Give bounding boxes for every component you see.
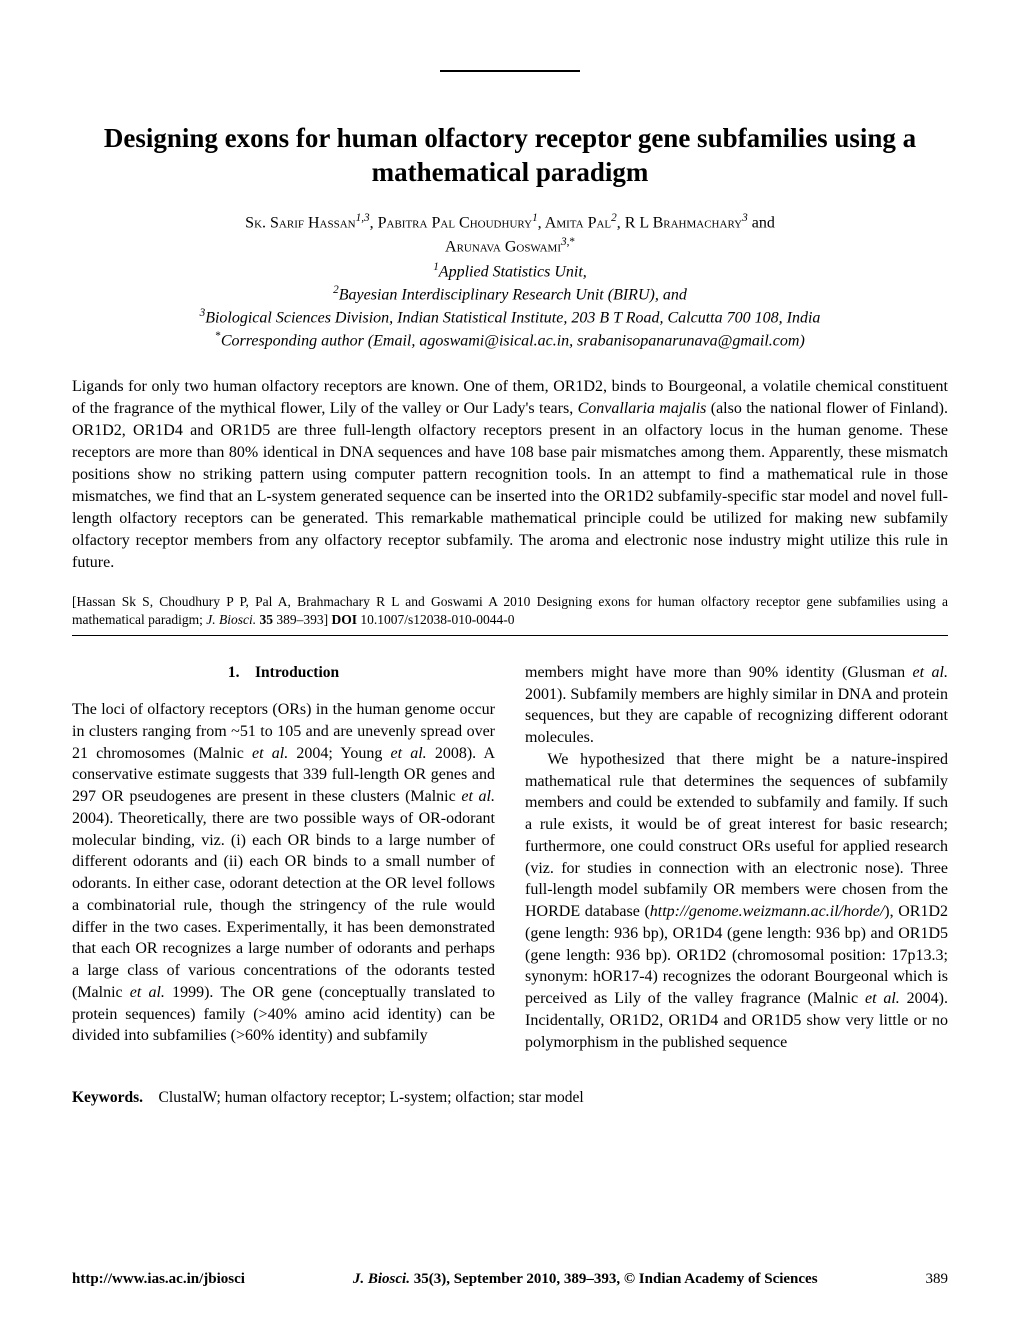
column-left: 1. Introduction The loci of olfactory re… — [72, 662, 495, 1054]
article-title: Designing exons for human olfactory rece… — [72, 122, 948, 190]
authors-line-1: Sk. Sarif Hassan1,3, Pabitra Pal Choudhu… — [72, 212, 948, 232]
footer-page-number: 389 — [926, 1271, 949, 1288]
affiliation-2: 2Bayesian Interdisciplinary Research Uni… — [72, 283, 948, 306]
intro-paragraph-right-2: We hypothesized that there might be a na… — [525, 749, 948, 1054]
keywords: Keywords. ClustalW; human olfactory rece… — [72, 1089, 948, 1107]
affiliations: 1Applied Statistics Unit, 2Bayesian Inte… — [72, 260, 948, 352]
column-right: members might have more than 90% identit… — [525, 662, 948, 1054]
horizontal-rule — [72, 635, 948, 636]
intro-paragraph-left: The loci of olfactory receptors (ORs) in… — [72, 699, 495, 1047]
page-footer: http://www.ias.ac.in/jbiosci J. Biosci. … — [72, 1271, 948, 1288]
body-columns: 1. Introduction The loci of olfactory re… — [72, 662, 948, 1054]
footer-url: http://www.ias.ac.in/jbiosci — [72, 1271, 245, 1288]
affiliation-1: 1Applied Statistics Unit, — [72, 260, 948, 283]
title-line-1: Designing exons for human olfactory rece… — [104, 123, 916, 153]
citation: [Hassan Sk S, Choudhury P P, Pal A, Brah… — [72, 593, 948, 629]
footer-journal: J. Biosci. 35(3), September 2010, 389–39… — [245, 1271, 926, 1288]
section-heading: 1. Introduction — [72, 662, 495, 683]
corresponding-author: *Corresponding author (Email, agoswami@i… — [72, 329, 948, 352]
intro-paragraph-right-1: members might have more than 90% identit… — [525, 662, 948, 749]
affiliation-3: 3Biological Sciences Division, Indian St… — [72, 306, 948, 329]
title-line-2: mathematical paradigm — [372, 157, 649, 187]
top-rule — [440, 70, 580, 72]
authors-line-2: Arunava Goswami3,* — [72, 236, 948, 256]
abstract: Ligands for only two human olfactory rec… — [72, 376, 948, 575]
